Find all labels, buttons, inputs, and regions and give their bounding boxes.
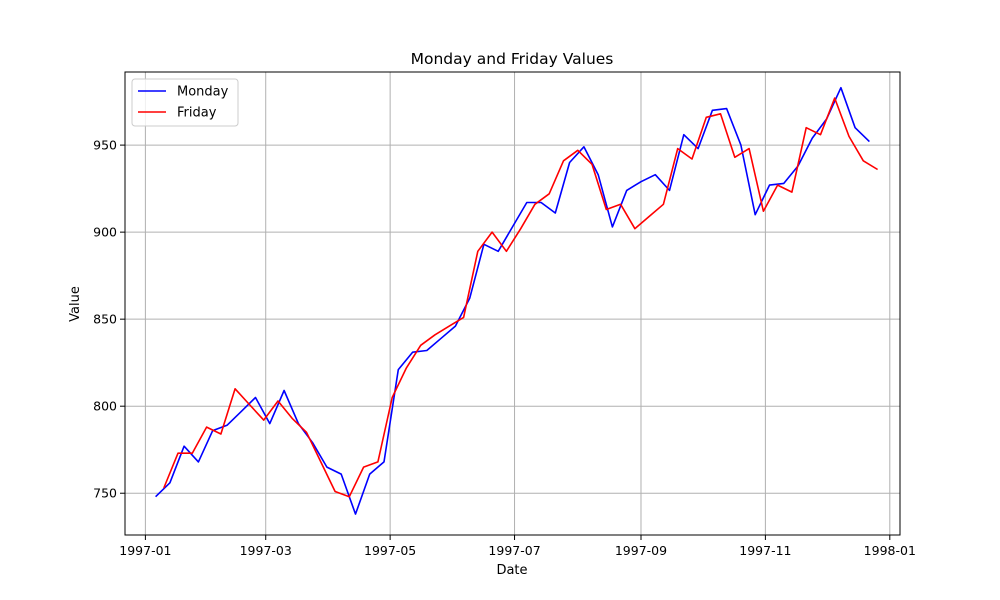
series-line-monday — [155, 86, 870, 515]
x-tick-label: 1997-05 — [364, 543, 416, 558]
plot-frame — [124, 71, 901, 536]
y-axis-label: Value — [68, 286, 83, 322]
y-tick-label: 950 — [93, 138, 117, 153]
x-tick-label: 1998-01 — [864, 543, 916, 558]
x-tick-label: 1997-09 — [615, 543, 667, 558]
y-tick-label: 750 — [93, 486, 117, 501]
chart-title: Monday and Friday Values — [411, 50, 614, 68]
x-tick-label: 1997-11 — [739, 543, 791, 558]
x-tick-label: 1997-01 — [119, 543, 171, 558]
y-tick-label: 850 — [93, 312, 117, 327]
legend: Monday Friday — [131, 78, 239, 127]
x-axis-label: Date — [496, 563, 527, 578]
x-tick-label: 1997-07 — [488, 543, 540, 558]
y-axis: 750 800 850 900 950 — [93, 138, 125, 501]
grid-layer — [125, 72, 900, 535]
x-axis: 1997-01 1997-03 1997-05 1997-07 1997-09 1997-… — [119, 535, 916, 558]
series-layer — [155, 86, 879, 515]
x-tick-label: 1997-03 — [240, 543, 292, 558]
legend-label-friday: Friday — [177, 106, 217, 121]
legend-label-monday: Monday — [177, 85, 229, 100]
y-tick-label: 800 — [93, 399, 117, 414]
series-line-friday — [163, 97, 879, 498]
y-tick-label: 900 — [93, 225, 117, 240]
